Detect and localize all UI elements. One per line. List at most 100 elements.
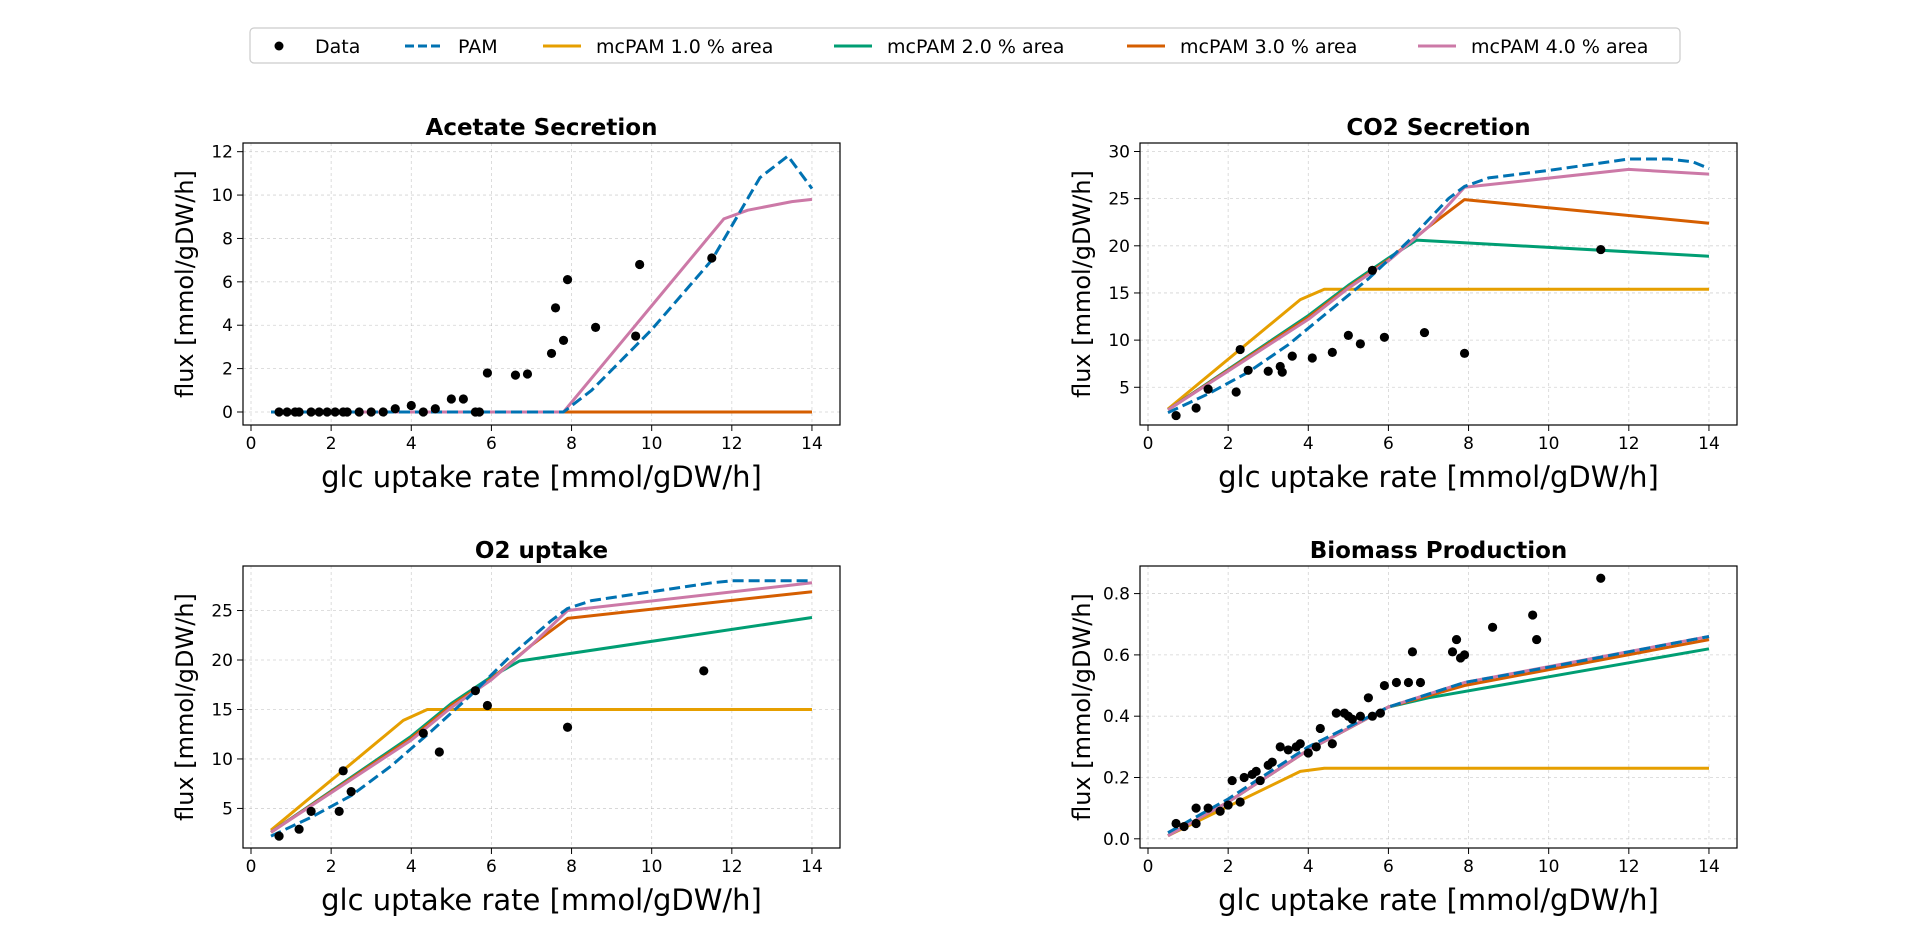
- data-point: [354, 407, 364, 417]
- data-point: [338, 766, 348, 776]
- data-point: [346, 787, 356, 797]
- legend-label: PAM: [458, 36, 498, 58]
- x-tick-label: 14: [1698, 857, 1720, 877]
- subplots: 0 2 4 6 8 10 12 14 0 2 4 6 8 10 12 Acetate Secretion glc…: [171, 115, 1738, 917]
- x-tick-label: 14: [801, 434, 823, 454]
- y-axis-label: flux [mmol/gDW/h]: [1068, 170, 1096, 398]
- data-point: [1191, 403, 1201, 413]
- series-line-mc3: [1167, 638, 1710, 838]
- data-point: [1459, 348, 1470, 358]
- data-point: [1379, 680, 1390, 691]
- legend-label: mcPAM 3.0 % area: [1180, 36, 1357, 58]
- series-line-mc2: [270, 616, 813, 834]
- series-line-mc4: [1167, 635, 1710, 838]
- data-point: [418, 407, 428, 417]
- y-tick-label: 5: [222, 799, 233, 819]
- series-line-mc2: [1167, 238, 1710, 412]
- data-point: [1215, 806, 1225, 816]
- data-point: [470, 686, 480, 696]
- legend-item-mc1: mcPAM 1.0 % area: [543, 36, 773, 58]
- x-tick-label: 6: [486, 857, 497, 877]
- x-tick-label: 12: [1618, 434, 1640, 454]
- data-point: [1375, 708, 1386, 718]
- legend-frame: [249, 27, 1681, 64]
- data-point: [1407, 647, 1418, 657]
- subplot-3: 0 2 4 6 8 10 12 14 0.0 0.2 0.4 0.6 0.8 Biomass Produc…: [1068, 538, 1738, 917]
- x-tick-label: 0: [246, 857, 257, 877]
- data-point: [1379, 332, 1390, 342]
- data-point: [1367, 711, 1377, 721]
- data-point: [1419, 327, 1430, 338]
- data-point: [1355, 711, 1365, 721]
- data-point: [631, 331, 641, 341]
- x-tick-label: 14: [1698, 434, 1720, 454]
- series-line-mc1: [1167, 766, 1709, 838]
- data-point: [306, 407, 316, 417]
- x-tick-label: 6: [1383, 857, 1394, 877]
- data-point: [1243, 365, 1253, 375]
- data-point: [1277, 367, 1287, 377]
- y-axis-label: flux [mmol/gDW/h]: [171, 170, 199, 398]
- data-point: [1327, 739, 1337, 749]
- subplot-0: 0 2 4 6 8 10 12 14 0 2 4 6 8 10 12 Acetate Secretion glc…: [171, 115, 841, 494]
- chart-title: CO2 Secretion: [1346, 115, 1530, 141]
- data-point: [322, 407, 332, 417]
- data-point: [294, 407, 304, 417]
- data-point: [1275, 742, 1285, 752]
- series-line-mc3: [1167, 198, 1710, 412]
- chart-title: O2 uptake: [475, 538, 608, 564]
- legend-item-data: Data: [274, 36, 360, 58]
- series-line-pam: [1167, 157, 1710, 415]
- data-point: [1171, 818, 1181, 829]
- x-tick-label: 8: [566, 434, 577, 454]
- legend-label: Data: [315, 36, 360, 58]
- y-axis-label: flux [mmol/gDW/h]: [1068, 593, 1096, 821]
- data-point: [1532, 634, 1542, 645]
- y-tick-label: 10: [211, 750, 233, 770]
- series-line-pam: [1167, 635, 1710, 835]
- data-point: [1251, 766, 1261, 776]
- data-point: [1231, 387, 1241, 397]
- data-point: [274, 831, 284, 841]
- x-tick-label: 10: [641, 434, 663, 454]
- x-tick-label: 2: [1223, 857, 1234, 877]
- data-point: [550, 303, 561, 313]
- data-point: [546, 348, 557, 359]
- data-point: [1447, 647, 1458, 657]
- axes-frame: [1139, 142, 1738, 426]
- x-tick-label: 0: [1143, 857, 1154, 877]
- data-point: [1596, 244, 1606, 255]
- y-tick-label: 0.2: [1103, 769, 1130, 789]
- data-point: [282, 407, 292, 417]
- y-tick-label: 30: [1108, 142, 1130, 162]
- x-tick-label: 0: [246, 434, 257, 454]
- data-point: [635, 259, 645, 270]
- data-point: [306, 806, 316, 816]
- data-point: [334, 806, 344, 816]
- y-tick-label: 5: [1119, 378, 1130, 398]
- data-point: [274, 407, 284, 417]
- data-point: [330, 407, 340, 417]
- y-tick-label: 10: [1108, 331, 1130, 351]
- data-point: [474, 407, 484, 417]
- data-point: [314, 407, 324, 417]
- series-line-mc2: [1167, 647, 1710, 838]
- data-point: [1528, 610, 1538, 620]
- data-point: [1355, 339, 1365, 349]
- legend: Data PAM mcPAM 1.0 % area mcPAM 2.0 % area m…: [249, 27, 1681, 64]
- data-point: [342, 407, 352, 417]
- data-point: [1315, 723, 1325, 734]
- x-axis-label: glc uptake rate [mmol/gDW/h]: [321, 460, 762, 494]
- x-tick-label: 8: [1463, 857, 1474, 877]
- x-tick-label: 12: [721, 857, 743, 877]
- data-point: [1283, 745, 1293, 755]
- axes-frame: [242, 142, 841, 426]
- data-point: [1451, 634, 1462, 645]
- y-tick-label: 0.6: [1103, 646, 1130, 666]
- data-point: [510, 370, 521, 380]
- y-tick-label: 0: [222, 403, 233, 423]
- data-point: [482, 368, 493, 378]
- data-point: [522, 369, 533, 379]
- y-tick-label: 0.0: [1103, 830, 1130, 850]
